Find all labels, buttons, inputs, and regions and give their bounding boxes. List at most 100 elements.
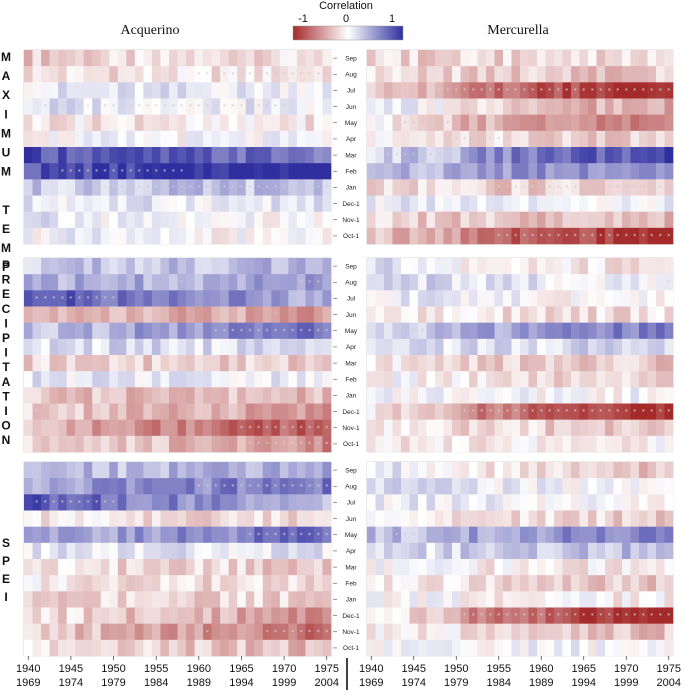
heatmap-cell <box>435 50 444 67</box>
heatmap-cell <box>66 211 76 229</box>
heatmap-cell <box>367 419 376 437</box>
heatmap-cell <box>562 355 572 372</box>
heatmap-cell <box>160 403 170 420</box>
heatmap-cell <box>203 98 212 115</box>
heatmap-cell <box>639 322 648 340</box>
heatmap-cell <box>545 211 555 229</box>
heatmap-cell <box>220 403 229 420</box>
heatmap-cell <box>384 494 393 511</box>
heatmap-cell <box>109 179 119 196</box>
significance-marker: * <box>633 409 636 416</box>
heatmap-cell <box>443 623 453 641</box>
significance-marker: * <box>489 409 492 416</box>
heatmap-cell <box>622 290 631 307</box>
significance-marker: * <box>78 295 81 302</box>
heatmap-cell <box>486 559 495 576</box>
heatmap-cell <box>392 575 402 592</box>
heatmap-cell <box>66 435 76 453</box>
heatmap-cell <box>160 355 170 372</box>
significance-marker: * <box>69 104 72 111</box>
heatmap-cell <box>237 227 247 245</box>
heatmap-cell <box>443 306 453 323</box>
heatmap-cell <box>24 98 33 115</box>
heatmap-cell <box>322 403 332 420</box>
heatmap-cell <box>503 371 512 388</box>
heatmap-cell <box>92 66 102 83</box>
heatmap-cell <box>622 98 631 115</box>
heatmap-cell <box>409 639 419 657</box>
heatmap-cell <box>520 639 529 657</box>
significance-marker: * <box>291 425 294 432</box>
heatmap-cell <box>452 306 461 323</box>
significance-marker: * <box>599 409 602 416</box>
heatmap-cell <box>545 478 555 495</box>
heatmap-cell <box>92 274 102 291</box>
heatmap-cell <box>24 462 33 479</box>
heatmap-cell <box>392 526 402 544</box>
heatmap-cell <box>613 639 623 657</box>
significance-marker: * <box>514 409 517 416</box>
heatmap-cell <box>418 462 427 479</box>
heatmap-cell <box>426 559 436 576</box>
significance-marker: * <box>308 441 311 448</box>
heatmap-cell <box>92 510 102 527</box>
heatmap-cell <box>228 623 238 641</box>
significance-marker: * <box>300 483 303 490</box>
heatmap-cell <box>305 623 315 641</box>
heatmap-cell <box>220 130 229 148</box>
heatmap-cell <box>511 163 521 180</box>
heatmap-cell <box>528 435 538 453</box>
heatmap-cell <box>75 66 84 83</box>
heatmap-cell <box>503 355 512 372</box>
heatmap-cell <box>647 559 657 576</box>
heatmap-cell <box>143 419 153 437</box>
x-tick-label-end: 1984 <box>487 677 511 689</box>
heatmap-cell <box>126 435 136 453</box>
heatmap-cell <box>528 306 538 323</box>
heatmap-cell <box>664 227 674 245</box>
significance-marker: * <box>616 233 619 240</box>
heatmap-cell <box>443 147 453 164</box>
month-label: Mar <box>345 564 357 571</box>
significance-marker: * <box>582 87 585 94</box>
heatmap-cell <box>571 526 580 544</box>
heatmap-cell <box>656 575 665 592</box>
heatmap-cell <box>41 575 50 592</box>
heatmap-cell <box>41 371 50 388</box>
significance-marker: * <box>421 120 424 127</box>
heatmap-cell <box>520 290 529 307</box>
heatmap-cell <box>622 338 631 356</box>
significance-marker: * <box>574 409 577 416</box>
heatmap-cell <box>254 130 264 148</box>
heatmap-cell <box>126 387 136 404</box>
heatmap-cell <box>134 114 144 132</box>
heatmap-cell <box>613 50 623 67</box>
heatmap-cell <box>254 322 264 340</box>
heatmap-cell <box>605 322 614 340</box>
heatmap-cell <box>245 258 255 275</box>
heatmap-cell <box>92 371 102 388</box>
heatmap-cell <box>605 195 614 212</box>
heatmap-cell <box>92 322 102 340</box>
month-label: Jan <box>346 597 357 604</box>
heatmap-cell <box>401 227 410 245</box>
heatmap-cell <box>211 66 221 83</box>
heatmap-cell <box>435 462 444 479</box>
heatmap-cell <box>435 371 444 388</box>
heatmap-cell <box>375 322 385 340</box>
heatmap-cell <box>605 435 614 453</box>
heatmap-cell <box>401 559 410 576</box>
x-axis-mercurella: 1940196919451974195019791955198419601989… <box>359 656 681 689</box>
heatmap-cell <box>117 542 127 560</box>
heatmap-cell <box>622 147 631 164</box>
heatmap-cell <box>177 419 187 437</box>
heatmap-cell <box>66 306 76 323</box>
significance-marker: * <box>248 328 251 335</box>
heatmap-cell <box>279 462 289 479</box>
heatmap-cell <box>24 322 33 340</box>
heatmap-cell <box>579 542 589 560</box>
heatmap-cell <box>32 419 42 437</box>
heatmap-cell <box>503 322 512 340</box>
heatmap-cell <box>322 147 332 164</box>
heatmap-cell <box>143 462 153 479</box>
